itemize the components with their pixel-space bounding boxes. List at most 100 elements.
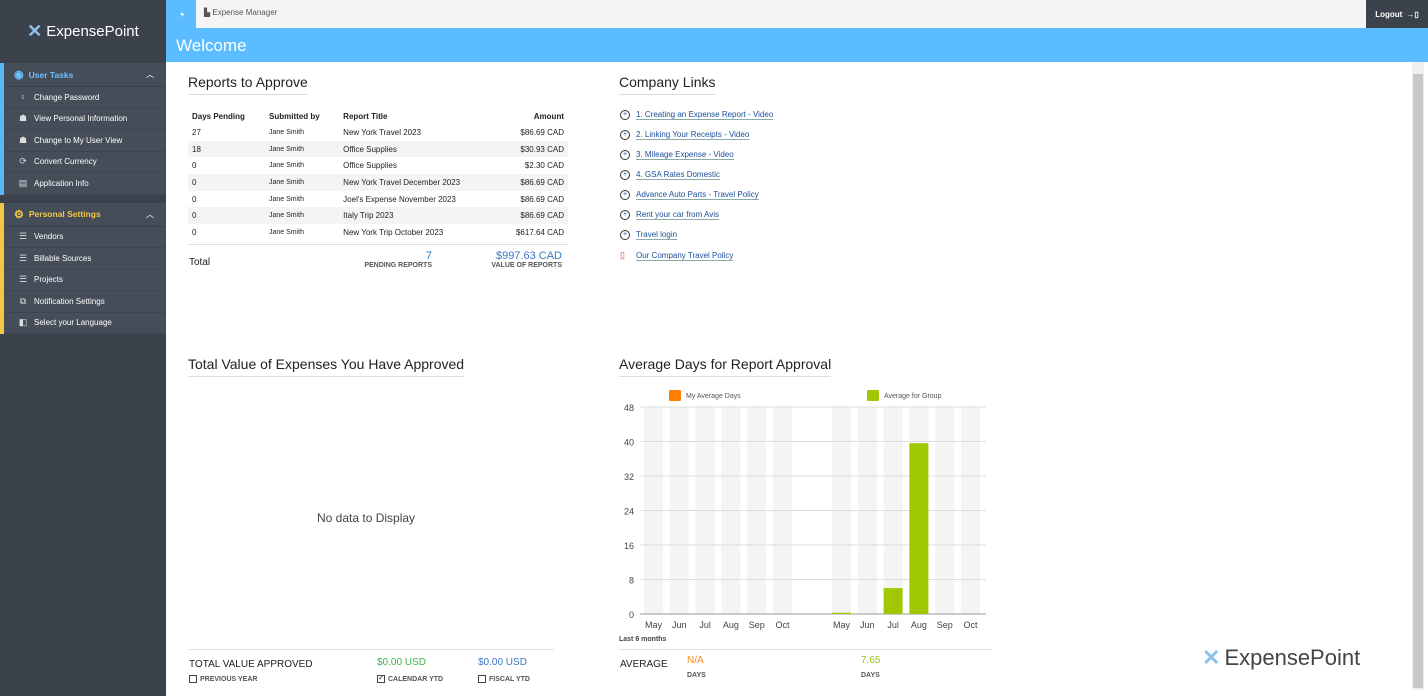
globe-icon: +	[620, 130, 630, 140]
footer-brand: ExpensePoint	[1224, 645, 1361, 670]
bar-average-for-group-jul[interactable]	[883, 588, 903, 614]
chevron-up-icon: ︿	[146, 70, 154, 79]
globe-icon: +	[620, 230, 630, 240]
report-title: Italy Trip 2023	[339, 207, 498, 225]
company-link[interactable]: + Rent your car from Avis	[620, 210, 719, 220]
x-tick-label: Sep	[937, 620, 953, 630]
days-pending: 0	[192, 227, 197, 237]
personal-settings-section: ⚙ Personal Settings ︿ ☰ Vendors ☰ Billable So…	[0, 202, 166, 334]
logo-x-icon: ✕	[1202, 645, 1221, 670]
y-tick-label: 16	[624, 541, 634, 551]
sidebar-item-vendors[interactable]: ☰ Vendors	[4, 227, 166, 248]
table-row[interactable]: 27 Jane Smith New York Travel 2023 $86.69 C…	[188, 124, 568, 141]
sidebar-item-view-personal-information[interactable]: ☗ View Personal Information	[4, 109, 166, 130]
my-average-value: N/A	[687, 655, 704, 666]
table-row[interactable]: 0 Jane Smith Italy Trip 2023 $86.69 CAD	[188, 207, 568, 225]
option-calendar-ytd[interactable]: ✓ CALENDAR YTD	[377, 675, 443, 683]
company-link[interactable]: +2. Linking Your Receipts - Video	[620, 130, 750, 140]
table-row[interactable]: 0 Jane Smith New York Travel December 2023…	[188, 174, 568, 191]
group-average-value: 7.65	[861, 655, 881, 666]
company-link[interactable]: + Travel login	[620, 230, 678, 240]
sidebar-item-change-password[interactable]: ♀ Change Password	[4, 87, 166, 109]
checkbox[interactable]	[189, 675, 197, 683]
company-link[interactable]: +1. Creating an Expense Report - Video	[620, 110, 774, 120]
sidebar-item-label: Notification Settings	[34, 296, 105, 306]
sidebar-item-change-to-my-user-view[interactable]: ☗ Change to My User View	[4, 130, 166, 152]
sidebar-item-projects[interactable]: ☰ Projects	[4, 270, 166, 291]
amount: $86.69 CAD	[520, 194, 564, 204]
user-tasks-section: ◉ User Tasks ︿ ♀ Change Password ☗ View Perso…	[0, 63, 166, 195]
logout-door-icon: →▯	[1406, 9, 1419, 19]
y-tick-label: 24	[624, 507, 634, 517]
breadcrumb[interactable]: ▙ Expense Manager	[204, 8, 277, 17]
my-average-days-label: DAYS	[687, 672, 706, 679]
amount: $86.69 CAD	[520, 127, 564, 137]
table-row[interactable]: 0 Jane Smith Joel's Expense November 2023 $…	[188, 191, 568, 208]
submitted-by: Jane Smith	[265, 140, 340, 158]
company-link[interactable]: + Advance Auto Parts - Travel Policy	[620, 190, 759, 200]
submitted-by: Jane Smith	[269, 228, 305, 236]
top-bar: ◔ ▙ Expense Manager Logout →▯	[166, 0, 1428, 28]
option-fiscal-ytd[interactable]: FISCAL YTD	[478, 675, 530, 683]
column-header: Report Title	[343, 111, 388, 121]
sidebar-item-label: Change to My User View	[34, 135, 123, 145]
checkbox[interactable]: ✓	[377, 675, 385, 683]
average-label: AVERAGE	[620, 659, 668, 670]
company-link[interactable]: +3. Mileage Expense - Video	[620, 150, 734, 160]
dashboard-icon[interactable]: ◔	[166, 0, 196, 28]
table-row[interactable]: 0 Jane Smith Office Supplies $2.30 CAD	[188, 157, 568, 174]
info-panel-icon: ▤	[18, 177, 28, 188]
table-row[interactable]: 0 Jane Smith New York Trip October 2023 $61…	[188, 224, 568, 241]
logout-label: Logout	[1375, 9, 1403, 19]
company-link[interactable]: +4. GSA Rates Domestic	[620, 170, 721, 180]
reports-title: Reports to Approve	[188, 74, 308, 95]
sidebar-item-select-your-language[interactable]: ◧ Select your Language	[4, 313, 166, 334]
bar-average-for-group-aug[interactable]	[909, 443, 929, 614]
user-card-icon: ☗	[18, 113, 28, 124]
bar-average-for-group-may[interactable]	[832, 612, 851, 614]
sidebar-item-convert-currency[interactable]: ⟳ Convert Currency	[4, 152, 166, 173]
scrollbar-thumb[interactable]	[1413, 74, 1423, 688]
pending-label: PENDING REPORTS	[364, 262, 432, 269]
amount: $86.69 CAD	[497, 174, 568, 191]
globe-icon: +	[620, 210, 630, 220]
column-header: Amount	[533, 111, 564, 121]
sidebar-item-billable-sources[interactable]: ☰ Billable Sources	[4, 248, 166, 270]
key-icon: ♀	[19, 92, 27, 103]
sidebar-item-notification-settings[interactable]: ⧉ Notification Settings	[4, 291, 166, 313]
user-tasks-header[interactable]: ◉ User Tasks ︿	[4, 63, 166, 87]
sidebar: ✕ ExpensePoint ◉ User Tasks ︿ ♀ Change Passw…	[0, 0, 166, 696]
list-icon: ☰	[18, 274, 28, 285]
sidebar-item-label: Select your Language	[34, 318, 112, 328]
submitted-by: Jane Smith	[269, 195, 305, 203]
checkbox[interactable]	[478, 675, 486, 683]
days-pending: 18	[188, 140, 265, 158]
total-value: $997.63 CAD	[495, 250, 562, 262]
legend-label[interactable]: My Average Days	[686, 393, 741, 400]
total-label: Total	[189, 257, 211, 268]
scrollbar[interactable]	[1412, 62, 1424, 690]
legend-label[interactable]: Average for Group	[884, 393, 942, 400]
currency-icon: ⟳	[19, 156, 27, 167]
x-tick-label: Jun	[672, 620, 687, 630]
link-label: 1. Creating an Expense Report - Video	[636, 110, 774, 120]
y-tick-label: 8	[629, 576, 634, 586]
submitted-by: Jane Smith	[269, 162, 305, 170]
page-title: Welcome	[166, 28, 1428, 62]
sidebar-item-label: View Personal Information	[34, 114, 128, 124]
globe-icon: +	[620, 190, 630, 200]
chart-title: Average Days for Report Approval	[619, 356, 832, 377]
option-previous-year[interactable]: PREVIOUS YEAR	[189, 675, 257, 683]
option-label: FISCAL YTD	[489, 675, 530, 683]
sidebar-item-label: Vendors	[34, 232, 64, 242]
table-row[interactable]: 18 Jane Smith Office Supplies $30.93 CAD	[188, 140, 568, 158]
company-link[interactable]: ▯ Our Company Travel Policy	[620, 250, 734, 261]
personal-settings-header[interactable]: ⚙ Personal Settings ︿	[4, 203, 166, 227]
x-tick-label: Jul	[887, 620, 899, 630]
average-days-chart: 0 8 16 24 32 40 48 May Jun Jul Aug Sep Oct My Average…	[624, 390, 986, 630]
submitted-by: Jane Smith	[265, 207, 340, 225]
logout-button[interactable]: Logout →▯	[1366, 0, 1428, 28]
sidebar-item-application-info[interactable]: ▤ Application Info	[4, 173, 166, 195]
x-tick-label: Jul	[699, 620, 711, 630]
fiscal-ytd-value: $0.00 USD	[478, 657, 527, 668]
